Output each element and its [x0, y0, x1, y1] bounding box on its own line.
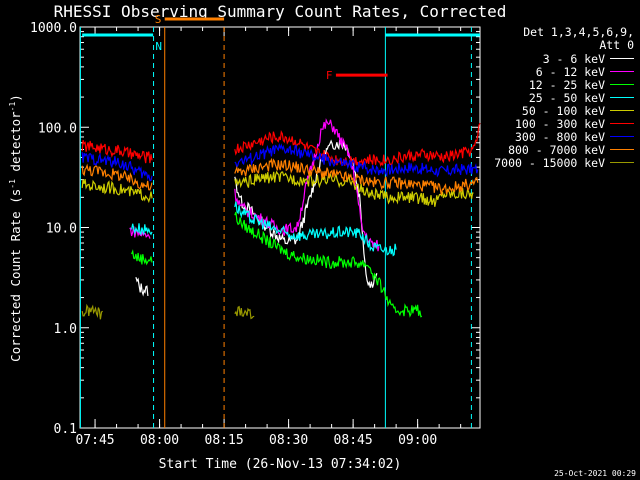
y-axis-label: Corrected Count Rate (s-1 detector-1)	[8, 94, 23, 362]
legend-item: 25 - 50 keV	[482, 90, 634, 105]
legend-swatch	[610, 97, 634, 98]
legend-label: 6 - 12 keV	[535, 64, 605, 79]
series-line-100-300-kev	[81, 122, 481, 167]
y-tick-label: 100.0	[38, 121, 77, 136]
series-line-25-50-kev	[131, 201, 397, 257]
legend-label: 800 - 7000 keV	[508, 142, 605, 157]
legend-header-line-1: Det 1,3,4,5,6,9,	[523, 25, 634, 39]
flag-letter-f: F	[326, 69, 333, 82]
x-tick-label: 07:45	[75, 433, 114, 448]
series-line-50-100-kev	[81, 170, 474, 207]
legend: Det 1,3,4,5,6,9, Att 0 3 - 6 keV 6 - 12 k…	[482, 25, 634, 170]
legend-item: 100 - 300 keV	[482, 116, 634, 131]
legend-item: 7000 - 15000 keV	[482, 155, 634, 170]
series-line-12-25-kev	[131, 211, 423, 318]
legend-swatch	[610, 123, 634, 124]
legend-swatch	[610, 110, 634, 111]
legend-label: 100 - 300 keV	[514, 116, 605, 131]
x-tick-label: 08:45	[334, 433, 373, 448]
legend-swatch	[610, 136, 634, 137]
legend-item: 3 - 6 keV	[482, 51, 634, 66]
x-tick-label: 08:30	[269, 433, 308, 448]
x-axis-label: Start Time (26-Nov-13 07:34:02)	[159, 457, 402, 472]
y-tick-label: 1000.0	[30, 21, 77, 36]
legend-label: 12 - 25 keV	[528, 77, 605, 92]
legend-swatch	[610, 71, 634, 72]
legend-header-line-2: Att 0	[599, 38, 634, 52]
legend-label: 7000 - 15000 keV	[494, 155, 605, 170]
plot-area: 0.1 1.0 10.0 100.0 1000.0 07:45 08:00 08:15 08:3…	[30, 13, 481, 448]
series-line-7000-15000-kev	[81, 303, 255, 320]
legend-label: 25 - 50 keV	[528, 90, 605, 105]
legend-label: 300 - 800 keV	[514, 129, 605, 144]
x-tick-label: 09:00	[398, 433, 437, 448]
legend-item: 6 - 12 keV	[482, 64, 634, 79]
legend-item: 800 - 7000 keV	[482, 142, 634, 157]
timestamp: 25-Oct-2021 00:29	[554, 469, 636, 478]
y-tick-label: 10.0	[46, 222, 77, 237]
flag-letter-s: S	[155, 13, 162, 26]
y-axis-label-group: Corrected Count Rate (s-1 detector-1)	[8, 94, 23, 362]
legend-item: 12 - 25 keV	[482, 77, 634, 92]
x-tick-label: 08:15	[205, 433, 244, 448]
chart-title: RHESSI Observing Summary Count Rates, Co…	[54, 2, 507, 21]
series-line-800-7000-kev	[81, 157, 479, 195]
flag-letter-n: N	[155, 40, 162, 53]
legend-swatch	[610, 162, 634, 163]
legend-label: 3 - 6 keV	[542, 51, 605, 66]
y-tick-label: 0.1	[54, 422, 77, 437]
series-line-6-12-kev	[129, 118, 380, 252]
series-line-300-800-kev	[81, 142, 479, 182]
legend-item: 300 - 800 keV	[482, 129, 634, 144]
y-tick-label: 1.0	[54, 322, 77, 337]
legend-item: 50 - 100 keV	[482, 103, 634, 118]
legend-swatch	[610, 58, 634, 59]
legend-label: 50 - 100 keV	[521, 103, 605, 118]
x-tick-label: 08:00	[140, 433, 179, 448]
legend-swatch	[610, 149, 634, 150]
legend-swatch	[610, 84, 634, 85]
